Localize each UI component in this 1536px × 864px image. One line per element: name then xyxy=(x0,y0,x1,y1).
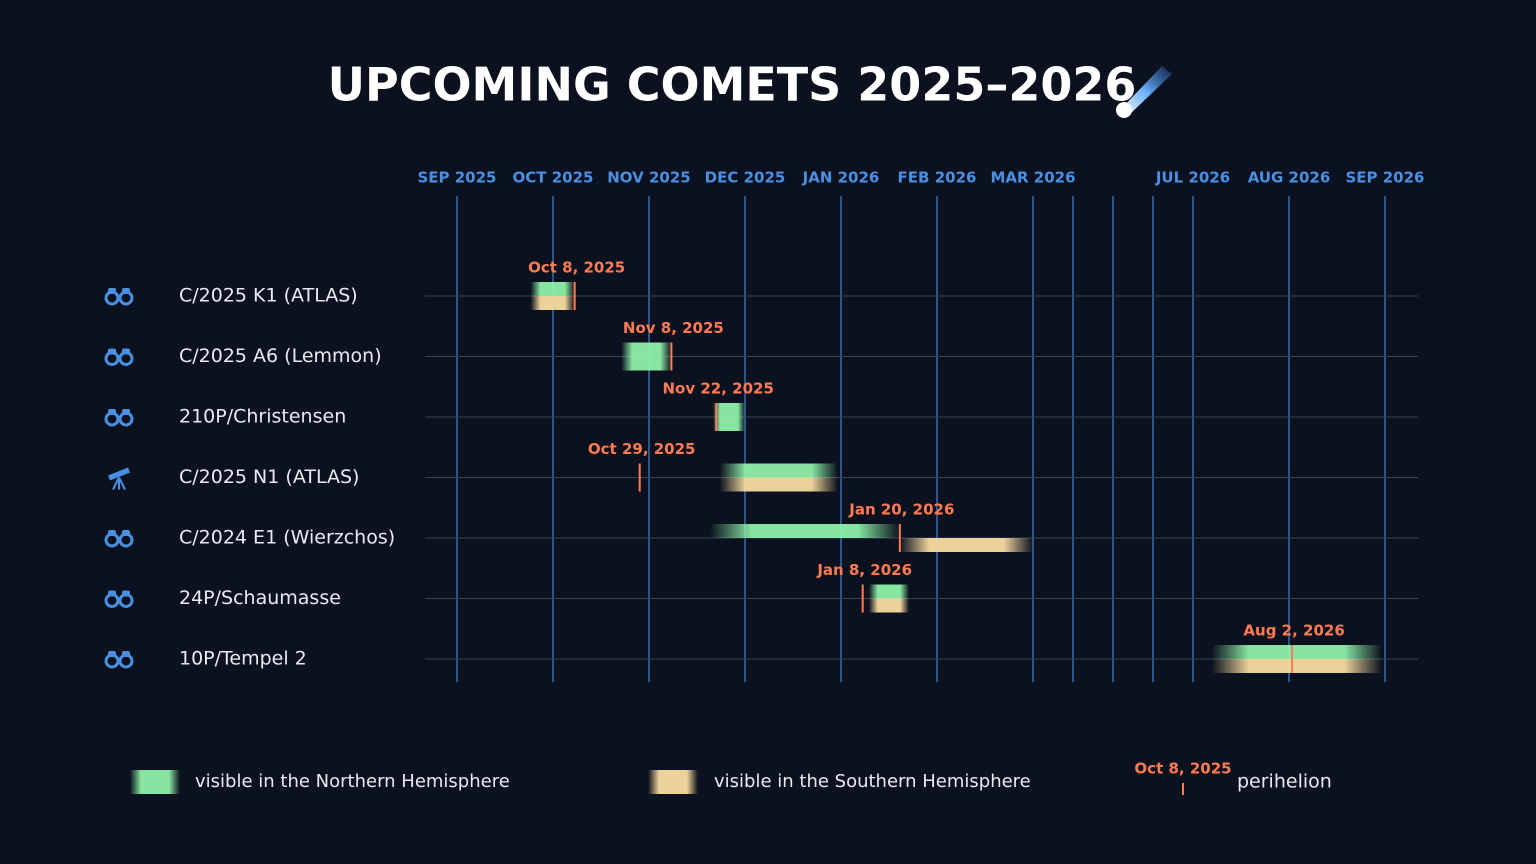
legend-swatch xyxy=(648,770,698,794)
x-tick-label: JAN 2026 xyxy=(802,169,880,187)
icon-part xyxy=(122,348,130,355)
perihelion-label: Oct 29, 2025 xyxy=(588,440,696,458)
north-band xyxy=(719,463,838,478)
icon-part xyxy=(108,467,130,481)
south-band xyxy=(1211,659,1382,673)
icon-part xyxy=(108,530,116,536)
icon-part xyxy=(122,590,130,597)
south-band xyxy=(868,598,910,613)
instrument-icon xyxy=(104,409,134,427)
comet-name: C/2025 N1 (ATLAS) xyxy=(179,466,359,488)
north-band xyxy=(709,524,900,538)
x-tick-label: AUG 2026 xyxy=(1248,169,1331,187)
perihelion-label: Oct 8, 2025 xyxy=(528,259,625,277)
perihelion-label: Jan 8, 2026 xyxy=(816,561,912,579)
legend-perihelion-example: Oct 8, 2025 xyxy=(1134,760,1231,778)
instrument-icon xyxy=(104,288,134,306)
south-band xyxy=(719,477,838,492)
comet-name: C/2025 K1 (ATLAS) xyxy=(179,285,358,307)
icon-part xyxy=(108,288,116,294)
north-band xyxy=(1211,645,1382,659)
comet-name: 24P/Schaumasse xyxy=(179,587,341,609)
perihelion-label: Jan 20, 2026 xyxy=(848,501,954,519)
south-band xyxy=(899,538,1033,552)
x-tick-label: JUL 2026 xyxy=(1155,169,1230,187)
instrument-icon xyxy=(104,348,134,366)
comet-name: C/2024 E1 (Wierzchos) xyxy=(179,527,395,549)
x-tick-label: MAR 2026 xyxy=(990,169,1075,187)
instrument-icon xyxy=(104,651,134,669)
x-tick-label: NOV 2025 xyxy=(607,169,690,187)
x-tick-label: DEC 2025 xyxy=(705,169,786,187)
icon-part xyxy=(122,651,130,657)
perihelion-label: Nov 8, 2025 xyxy=(623,319,724,337)
icon-part xyxy=(108,409,116,415)
north-band xyxy=(621,342,672,371)
icon-part xyxy=(122,530,130,536)
north-band xyxy=(713,403,745,431)
instrument-icon xyxy=(108,467,130,490)
x-tick-label: SEP 2026 xyxy=(1345,169,1424,187)
north-band xyxy=(530,282,575,296)
icon-part xyxy=(122,288,130,294)
legend-label: visible in the Northern Hemisphere xyxy=(195,771,510,792)
comet-name: 10P/Tempel 2 xyxy=(179,648,307,670)
instrument-icon xyxy=(104,590,134,608)
perihelion-label: Aug 2, 2026 xyxy=(1243,622,1344,640)
comet-name: C/2025 A6 (Lemmon) xyxy=(179,345,382,367)
icon-part xyxy=(112,477,126,490)
x-tick-label: FEB 2026 xyxy=(898,169,977,187)
icon-part xyxy=(122,409,130,415)
instrument-icon xyxy=(104,530,134,548)
legend-swatch xyxy=(130,770,180,794)
north-band xyxy=(868,584,910,599)
icon-part xyxy=(108,590,116,597)
icon-part xyxy=(108,348,116,355)
x-tick-label: OCT 2025 xyxy=(513,169,594,187)
comet-icon xyxy=(1116,66,1172,118)
chart-title: UPCOMING COMETS 2025–2026 xyxy=(328,58,1137,112)
legend-label: perihelion xyxy=(1237,771,1332,793)
comet-name: 210P/Christensen xyxy=(179,406,346,428)
perihelion-label: Nov 22, 2025 xyxy=(662,380,773,398)
south-band xyxy=(530,296,575,310)
icon-part xyxy=(108,651,116,657)
legend-label: visible in the Southern Hemisphere xyxy=(714,771,1031,792)
x-tick-label: SEP 2025 xyxy=(417,169,496,187)
